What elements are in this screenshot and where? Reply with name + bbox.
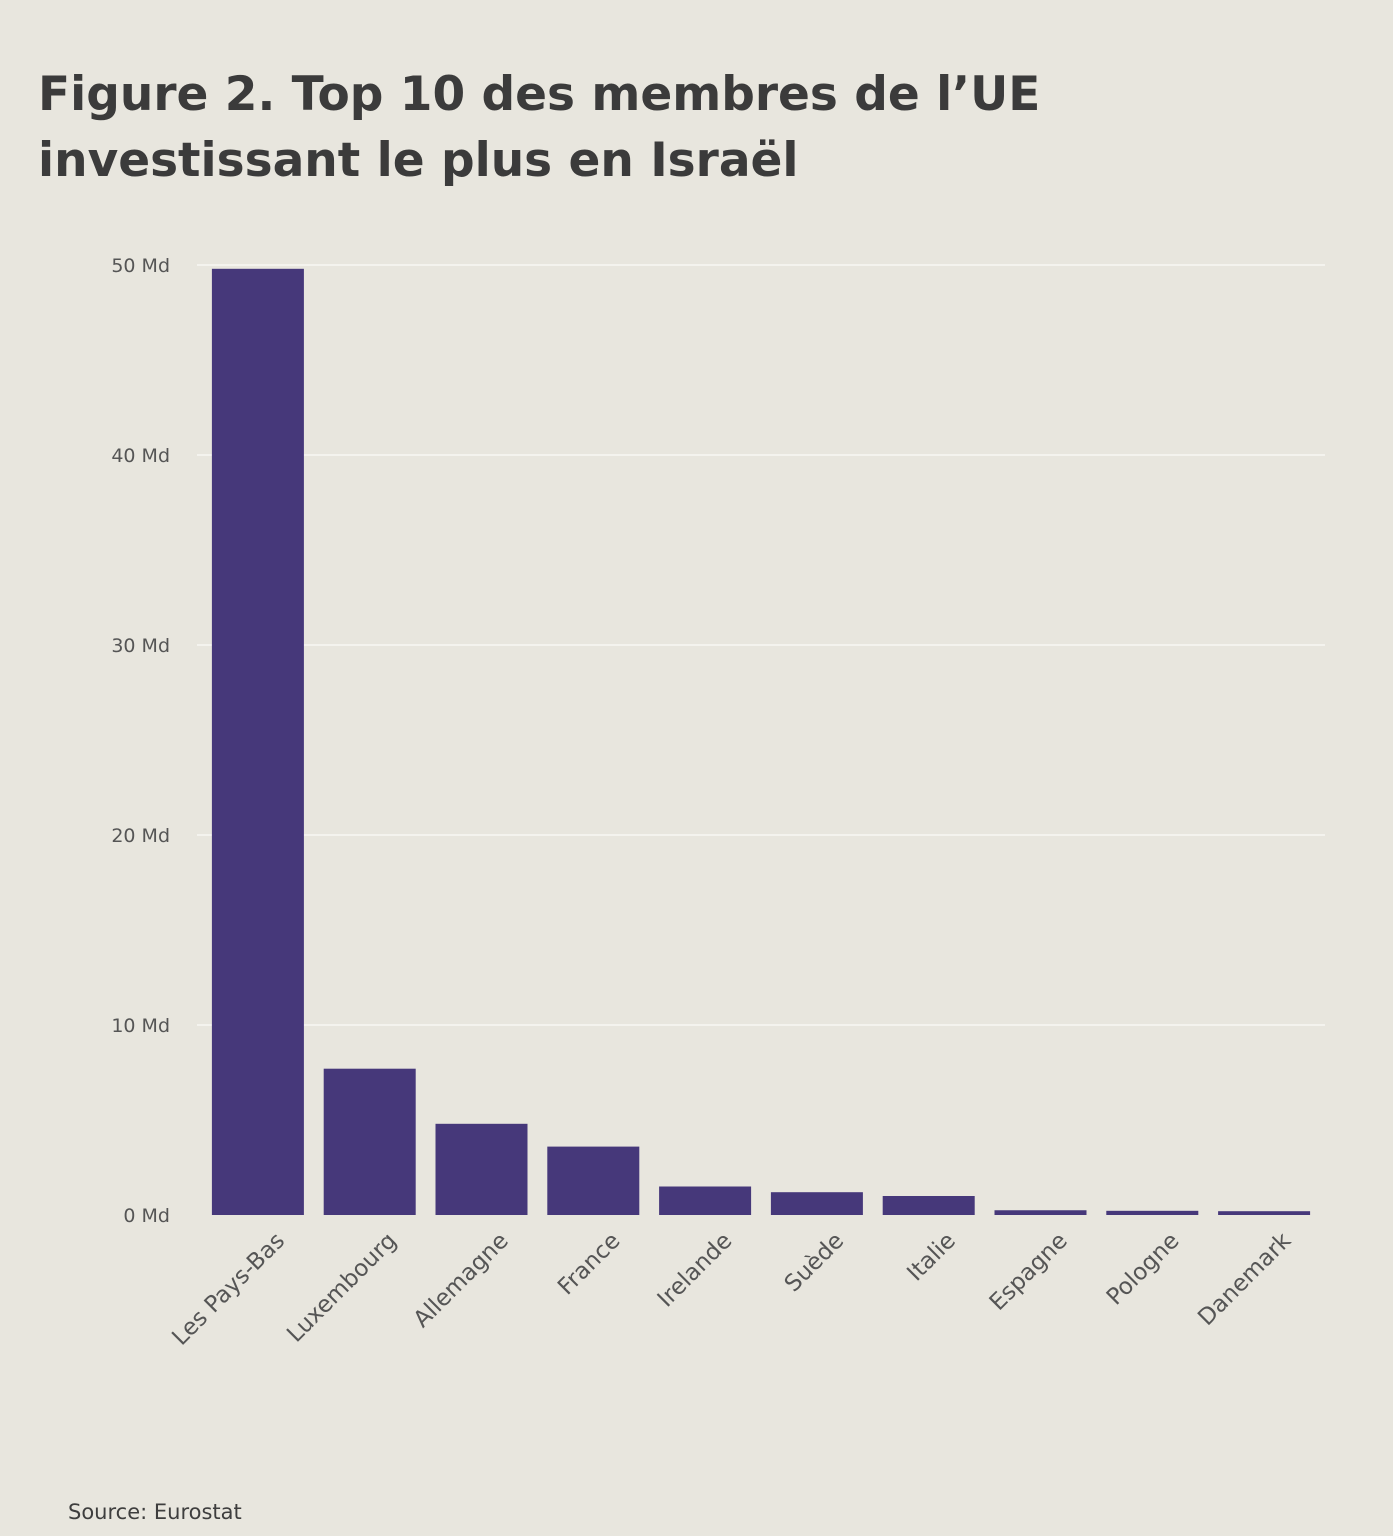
y-tick-label: 0 Md (123, 1205, 170, 1227)
bar (211, 268, 304, 1215)
bar (435, 1123, 528, 1215)
bar (1218, 1211, 1311, 1215)
y-tick-label: 40 Md (111, 445, 170, 467)
x-tick-label: Danemark (1193, 1227, 1297, 1331)
x-tick-label: Les Pays-Bas (167, 1228, 290, 1351)
y-tick-label: 30 Md (111, 635, 170, 657)
y-tick-label: 10 Md (111, 1015, 170, 1037)
x-tick-label: Espagne (985, 1228, 1073, 1316)
source-note: Source: Eurostat (68, 1500, 242, 1524)
x-tick-label: Italie (902, 1228, 961, 1287)
x-tick-label: Pologne (1102, 1228, 1185, 1311)
x-tick-label: Luxembourg (282, 1228, 402, 1348)
y-tick-label: 20 Md (111, 825, 170, 847)
chart-title-line-1: Figure 2. Top 10 des membres de l’UE (38, 67, 1041, 122)
y-tick-label: 50 Md (111, 255, 170, 277)
x-tick-label: Suède (780, 1228, 849, 1297)
bars (211, 268, 1311, 1215)
bar (659, 1186, 752, 1215)
bar (547, 1146, 640, 1215)
bar (1106, 1210, 1199, 1215)
bar-chart: 0 Md 10 Md 20 Md 30 Md 40 Md 50 Md Les Pays-B… (111, 255, 1325, 1351)
grid-lines (197, 264, 1325, 1026)
x-tick-label: Allemagne (409, 1228, 514, 1333)
bar (994, 1210, 1087, 1215)
chart-title-line-2: investissant le plus en Israël (38, 133, 799, 188)
bar (882, 1196, 975, 1215)
y-axis-tick-labels: 0 Md 10 Md 20 Md 30 Md 40 Md 50 Md (111, 255, 170, 1227)
x-tick-label: France (553, 1228, 625, 1300)
bar (770, 1192, 863, 1215)
bar (323, 1068, 416, 1215)
x-tick-label: Irelande (653, 1228, 738, 1313)
chart-title: Figure 2. Top 10 des membres de l’UE inv… (38, 62, 1338, 194)
